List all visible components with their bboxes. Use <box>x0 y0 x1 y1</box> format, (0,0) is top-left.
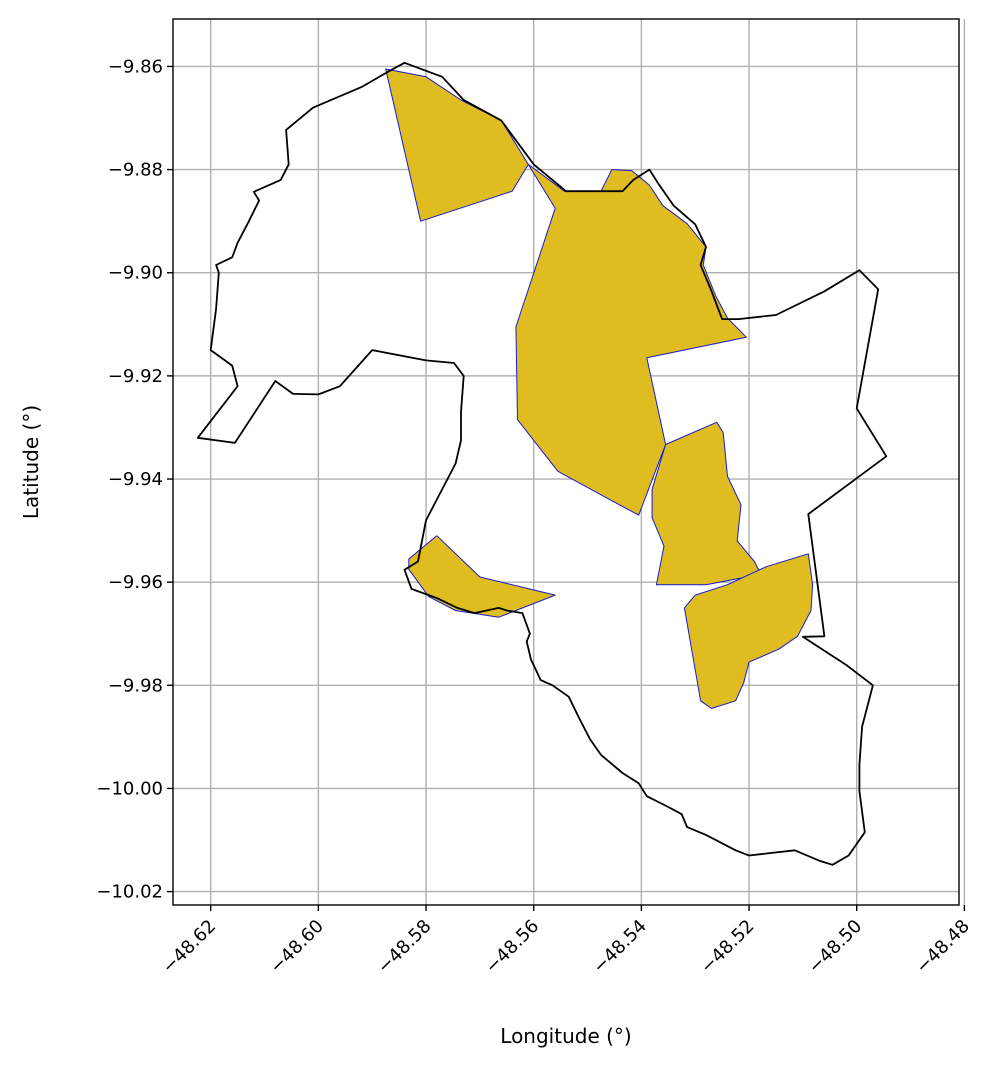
y-tick-label: −9.92 <box>108 366 163 387</box>
x-tick-label: −48.48 <box>912 916 974 978</box>
gridlines <box>173 19 966 905</box>
y-tick-label: −9.94 <box>108 469 163 490</box>
selected-parcel <box>408 535 556 618</box>
x-tick-label: −48.62 <box>158 916 220 978</box>
y-tick-label: −10.02 <box>96 882 163 903</box>
selected-parcel <box>385 68 529 222</box>
x-axis-title: Longitude (°) <box>500 1024 631 1048</box>
municipality-boundary <box>196 61 888 866</box>
y-axis-title: Latitude (°) <box>19 405 43 519</box>
x-tick-label: −48.56 <box>481 916 543 978</box>
x-tick-label: −48.58 <box>374 916 436 978</box>
y-tick-label: −10.00 <box>96 778 163 799</box>
plot-frame <box>172 18 960 906</box>
y-tick-label: −9.90 <box>108 263 163 284</box>
x-tick-label: −48.50 <box>804 916 866 978</box>
y-tick-label: −9.86 <box>108 56 163 77</box>
x-tick-label: −48.54 <box>589 916 651 978</box>
axis-ticks: −48.62 −48.60 −48.58 −48.56 −48.54 −48.52 −48.… <box>96 56 974 977</box>
selected-parcel <box>515 163 747 516</box>
x-tick-label: −48.60 <box>266 916 328 978</box>
y-tick-label: −9.96 <box>108 572 163 593</box>
selected-parcel <box>651 421 762 586</box>
y-tick-label: −9.98 <box>108 675 163 696</box>
selected-parcel <box>683 553 814 709</box>
map-shapes <box>196 61 888 866</box>
x-tick-label: −48.52 <box>697 916 759 978</box>
y-tick-label: −9.88 <box>108 160 163 181</box>
